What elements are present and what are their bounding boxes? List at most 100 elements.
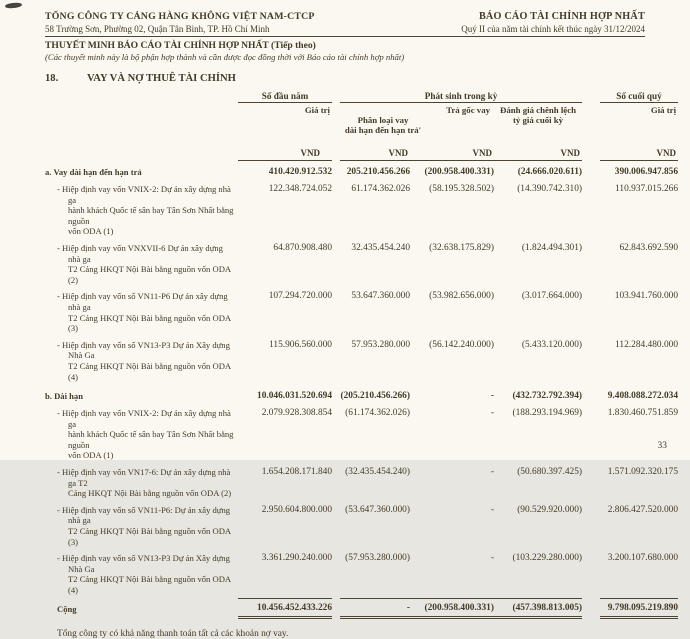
column-gap	[332, 288, 340, 336]
column-gap	[332, 146, 340, 161]
column-gap	[332, 550, 340, 598]
section-heading: 18. VAY VÀ NỢ THUÊ TÀI CHÍNH	[45, 73, 645, 84]
cell-fx-revaluation: (3.017.664.000)	[521, 291, 583, 302]
cell-reclassification: 61.174.362.026	[351, 184, 410, 194]
cell-closing-value: 112.284.480.000	[615, 339, 679, 350]
cell-fx-revaluation: (188.293.194.969)	[512, 408, 583, 419]
header-spacer	[45, 146, 238, 161]
cell-closing-value: 3.200.107.680.000	[607, 553, 679, 564]
page-number: 33	[657, 441, 668, 451]
cell-reclassification: -	[340, 598, 410, 620]
row-label: - Hiệp định vay vốn số VN13-P3 Dự án Xây…	[57, 553, 231, 595]
notes-disclaimer: (Các thuyết minh này là bộ phận hợp thàn…	[45, 52, 405, 62]
subheader-closing-value: Giá trị	[650, 105, 677, 115]
cell-reclassification: (205.210.456.266)	[340, 391, 410, 402]
cell-reclassification: 57.953.280.000	[351, 339, 410, 350]
column-gap	[332, 240, 340, 288]
cell-closing-value: 1.571.092.320.175	[607, 467, 679, 478]
header-spacer	[45, 103, 238, 147]
column-gap	[582, 464, 600, 502]
row-label: - Hiệp định vay vốn số VN13-P3 Dự án Xây…	[57, 339, 231, 382]
cell-opening-value: 122.348.724.052	[268, 184, 332, 194]
cell-fx-revaluation: (1.824.494.301)	[521, 242, 583, 253]
row-label: - Hiệp định vay vốn số VN11-P6 Dự án xây…	[57, 291, 231, 334]
cell-closing-value: 110.937.015.266	[615, 184, 679, 194]
column-gap	[582, 161, 600, 182]
header-row-currency: VND VND VND VND VND	[45, 146, 679, 161]
cell-reclassification: (32.435.454.240)	[345, 467, 410, 478]
cell-opening-value: 1.654.208.171.840	[261, 467, 332, 478]
col-header-opening: Số đầu năm	[238, 91, 332, 103]
currency-label: VND	[238, 146, 332, 161]
cell-principal-repayment: -	[490, 467, 494, 478]
cell-reclassification: 32.435.454.240	[351, 242, 410, 253]
column-gap	[582, 240, 600, 288]
cell-opening-value: 10.456.452.433.226	[238, 598, 332, 620]
row-label: - Hiệp định vay vốn VNIX-2: Dự án xây dự…	[57, 408, 234, 461]
cell-fx-revaluation: (432.732.792.394)	[512, 391, 583, 402]
document-header: TỔNG CÔNG TY CẢNG HÀNG KHÔNG VIỆT NAM-CT…	[45, 0, 645, 37]
cell-principal-repayment: -	[490, 553, 494, 564]
column-gap	[582, 385, 600, 405]
table-row-item: - Hiệp định vay vốn VNIX-2: Dự án xây dự…	[45, 181, 678, 240]
loan-table-body: a. Vay dài hạn đến hạn trả 410.420.912.53…	[45, 161, 679, 620]
table-row-item: - Hiệp định vay vốn số VN13-P3 Dự án Xây…	[45, 550, 678, 598]
table-row-item: - Hiệp định vay vốn số VN11-P6: Dự án xâ…	[45, 502, 678, 550]
cell-fx-revaluation: (50.680.397.425)	[517, 467, 583, 478]
cell-reclassification: (57.953.280.000)	[345, 553, 410, 564]
company-name: TỔNG CÔNG TY CẢNG HÀNG KHÔNG VIỆT NAM-CT…	[45, 11, 315, 22]
column-gap	[332, 502, 340, 550]
cell-fx-revaluation: (103.229.280.000)	[512, 553, 583, 564]
cell-reclassification: 53.647.360.000	[351, 291, 410, 302]
table-row-item: - Hiệp định vay vốn số VN13-P3 Dự án Xây…	[45, 337, 678, 385]
subheader-principal-repayment: Trả gốc vay	[446, 105, 490, 115]
section-number: 18.	[45, 73, 59, 84]
col-header-movements: Phát sinh trong kỳ	[340, 91, 583, 103]
column-gap	[582, 146, 600, 161]
cell-opening-value: 2.950.604.800.000	[261, 504, 332, 515]
currency-label: VND	[494, 146, 583, 161]
cell-principal-repayment: (56.142.240.000)	[429, 339, 494, 350]
cell-principal-repayment: (200.958.400.331)	[410, 598, 494, 620]
column-gap	[582, 502, 600, 550]
header-right: BÁO CÁO TÀI CHÍNH HỢP NHẤT Quý II của nă…	[461, 11, 645, 34]
loan-table: Số đầu năm Phát sinh trong kỳ Số cuối qu…	[45, 91, 679, 620]
cell-closing-value: 62.843.692.590	[619, 242, 679, 253]
cell-closing-value: 390.006.947.856	[614, 167, 679, 177]
cell-opening-value: 64.870.908.480	[273, 242, 332, 253]
report-title: BÁO CÁO TÀI CHÍNH HỢP NHẤT	[478, 11, 645, 22]
row-label: a. Vay dài hạn đến hạn trả	[45, 166, 142, 177]
cell-reclassification: (53.647.360.000)	[345, 504, 410, 515]
loan-table-header: Số đầu năm Phát sinh trong kỳ Số cuối qu…	[45, 91, 679, 161]
cell-principal-repayment: (53.982.656.000)	[429, 291, 494, 302]
report-period: Quý II của năm tài chính kết thúc ngày 3…	[461, 24, 645, 34]
column-gap	[332, 337, 340, 385]
column-gap	[582, 103, 600, 147]
cell-fx-revaluation: (14.390.742.310)	[517, 184, 583, 194]
cell-closing-value: 1.830.460.751.859	[607, 408, 679, 419]
column-gap	[332, 405, 340, 464]
column-gap	[582, 599, 600, 618]
cell-opening-value: 410.420.912.532	[268, 167, 332, 177]
table-row-group: b. Dài hạn 10.046.031.520.694 (205.210.456…	[45, 385, 678, 405]
subheader-fx-revaluation: Đánh giá chênh lệch tỷ giá cuối kỳ	[500, 105, 577, 125]
row-label: b. Dài hạn	[45, 391, 83, 402]
scan-artifact	[4, 2, 23, 9]
currency-label: VND	[410, 146, 494, 161]
cell-fx-revaluation: (24.666.020.611)	[517, 167, 583, 177]
header-spacer	[45, 91, 238, 103]
cell-fx-revaluation: (457.398.813.005)	[494, 598, 583, 620]
cell-opening-value: 107.294.720.000	[268, 291, 332, 302]
cell-opening-value: 10.046.031.520.694	[257, 391, 332, 402]
table-row-item: - Hiệp định vay vốn VNIX-2: Dự án xây dự…	[45, 405, 678, 464]
section-title: VAY VÀ NỢ THUÊ TÀI CHÍNH	[87, 73, 236, 84]
column-gap	[332, 161, 340, 182]
cell-fx-revaluation: (90.529.920.000)	[517, 504, 583, 515]
column-gap	[582, 181, 600, 240]
cell-opening-value: 2.079.928.308.854	[261, 408, 332, 419]
column-gap	[332, 181, 340, 240]
header-row-subheaders: Giá trị Phân loại vay dài hạn đến hạn tr…	[45, 103, 678, 147]
column-gap	[332, 599, 340, 618]
cell-fx-revaluation: (5.433.120.000)	[521, 339, 583, 350]
